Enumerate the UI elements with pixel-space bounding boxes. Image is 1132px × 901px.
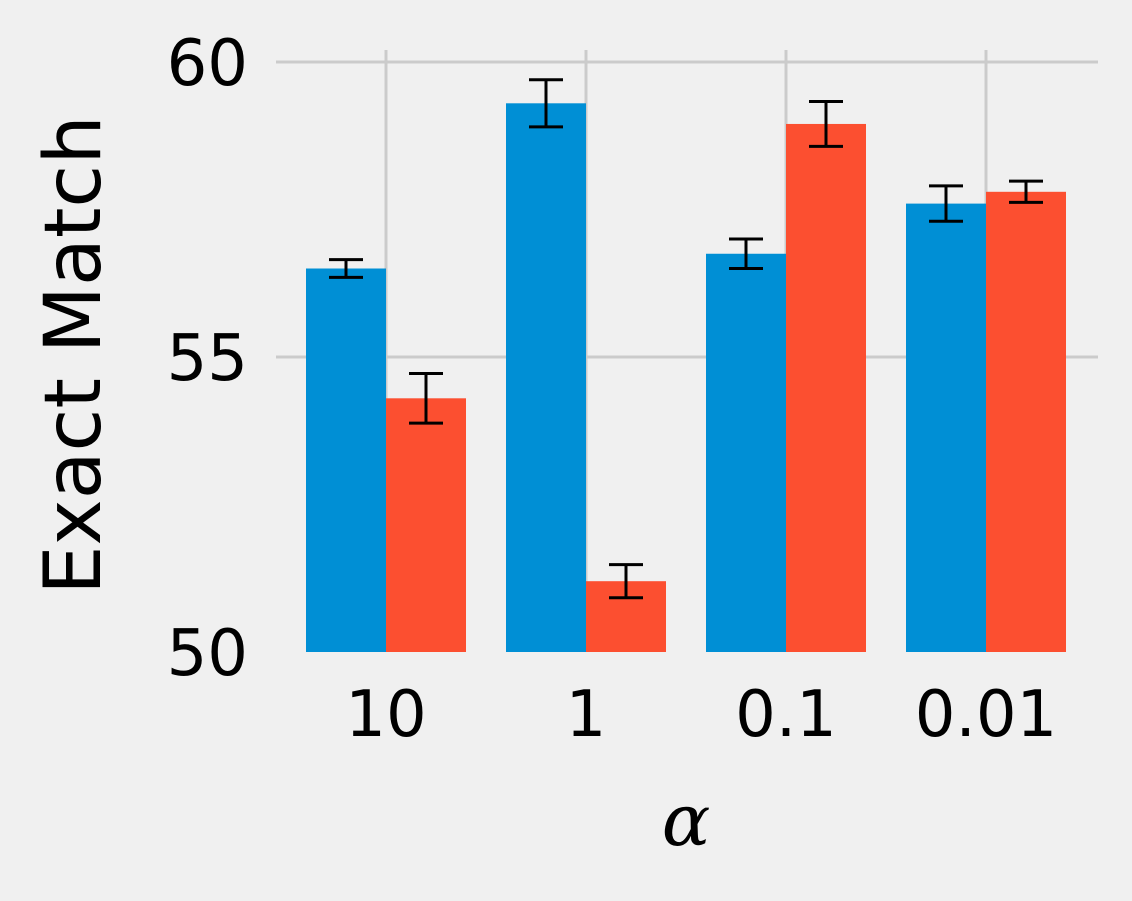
y-axis-label: Exact Match (29, 115, 119, 595)
y-tick-label: 50 (167, 617, 248, 691)
bar-series-1 (306, 268, 386, 652)
y-tick-label: 60 (167, 27, 248, 101)
x-tick-label: 1 (566, 678, 607, 752)
tick-label-layer: 50 55 60 10 1 0.1 0.01 (167, 27, 1058, 752)
bar-series-2 (786, 123, 866, 652)
x-axis-label: α (662, 778, 711, 862)
x-tick-label: 0.1 (735, 678, 837, 752)
bar-layer (306, 103, 1066, 653)
y-tick-label: 55 (167, 322, 248, 396)
bar-series-1 (906, 203, 986, 652)
bar-series-2 (986, 191, 1066, 653)
bar-series-1 (506, 103, 586, 653)
x-tick-label: 10 (345, 678, 426, 752)
x-tick-label: 0.01 (915, 678, 1058, 752)
bar-series-2 (386, 398, 466, 652)
bar-series-1 (706, 253, 786, 652)
error-bar-layer (329, 78, 1043, 600)
